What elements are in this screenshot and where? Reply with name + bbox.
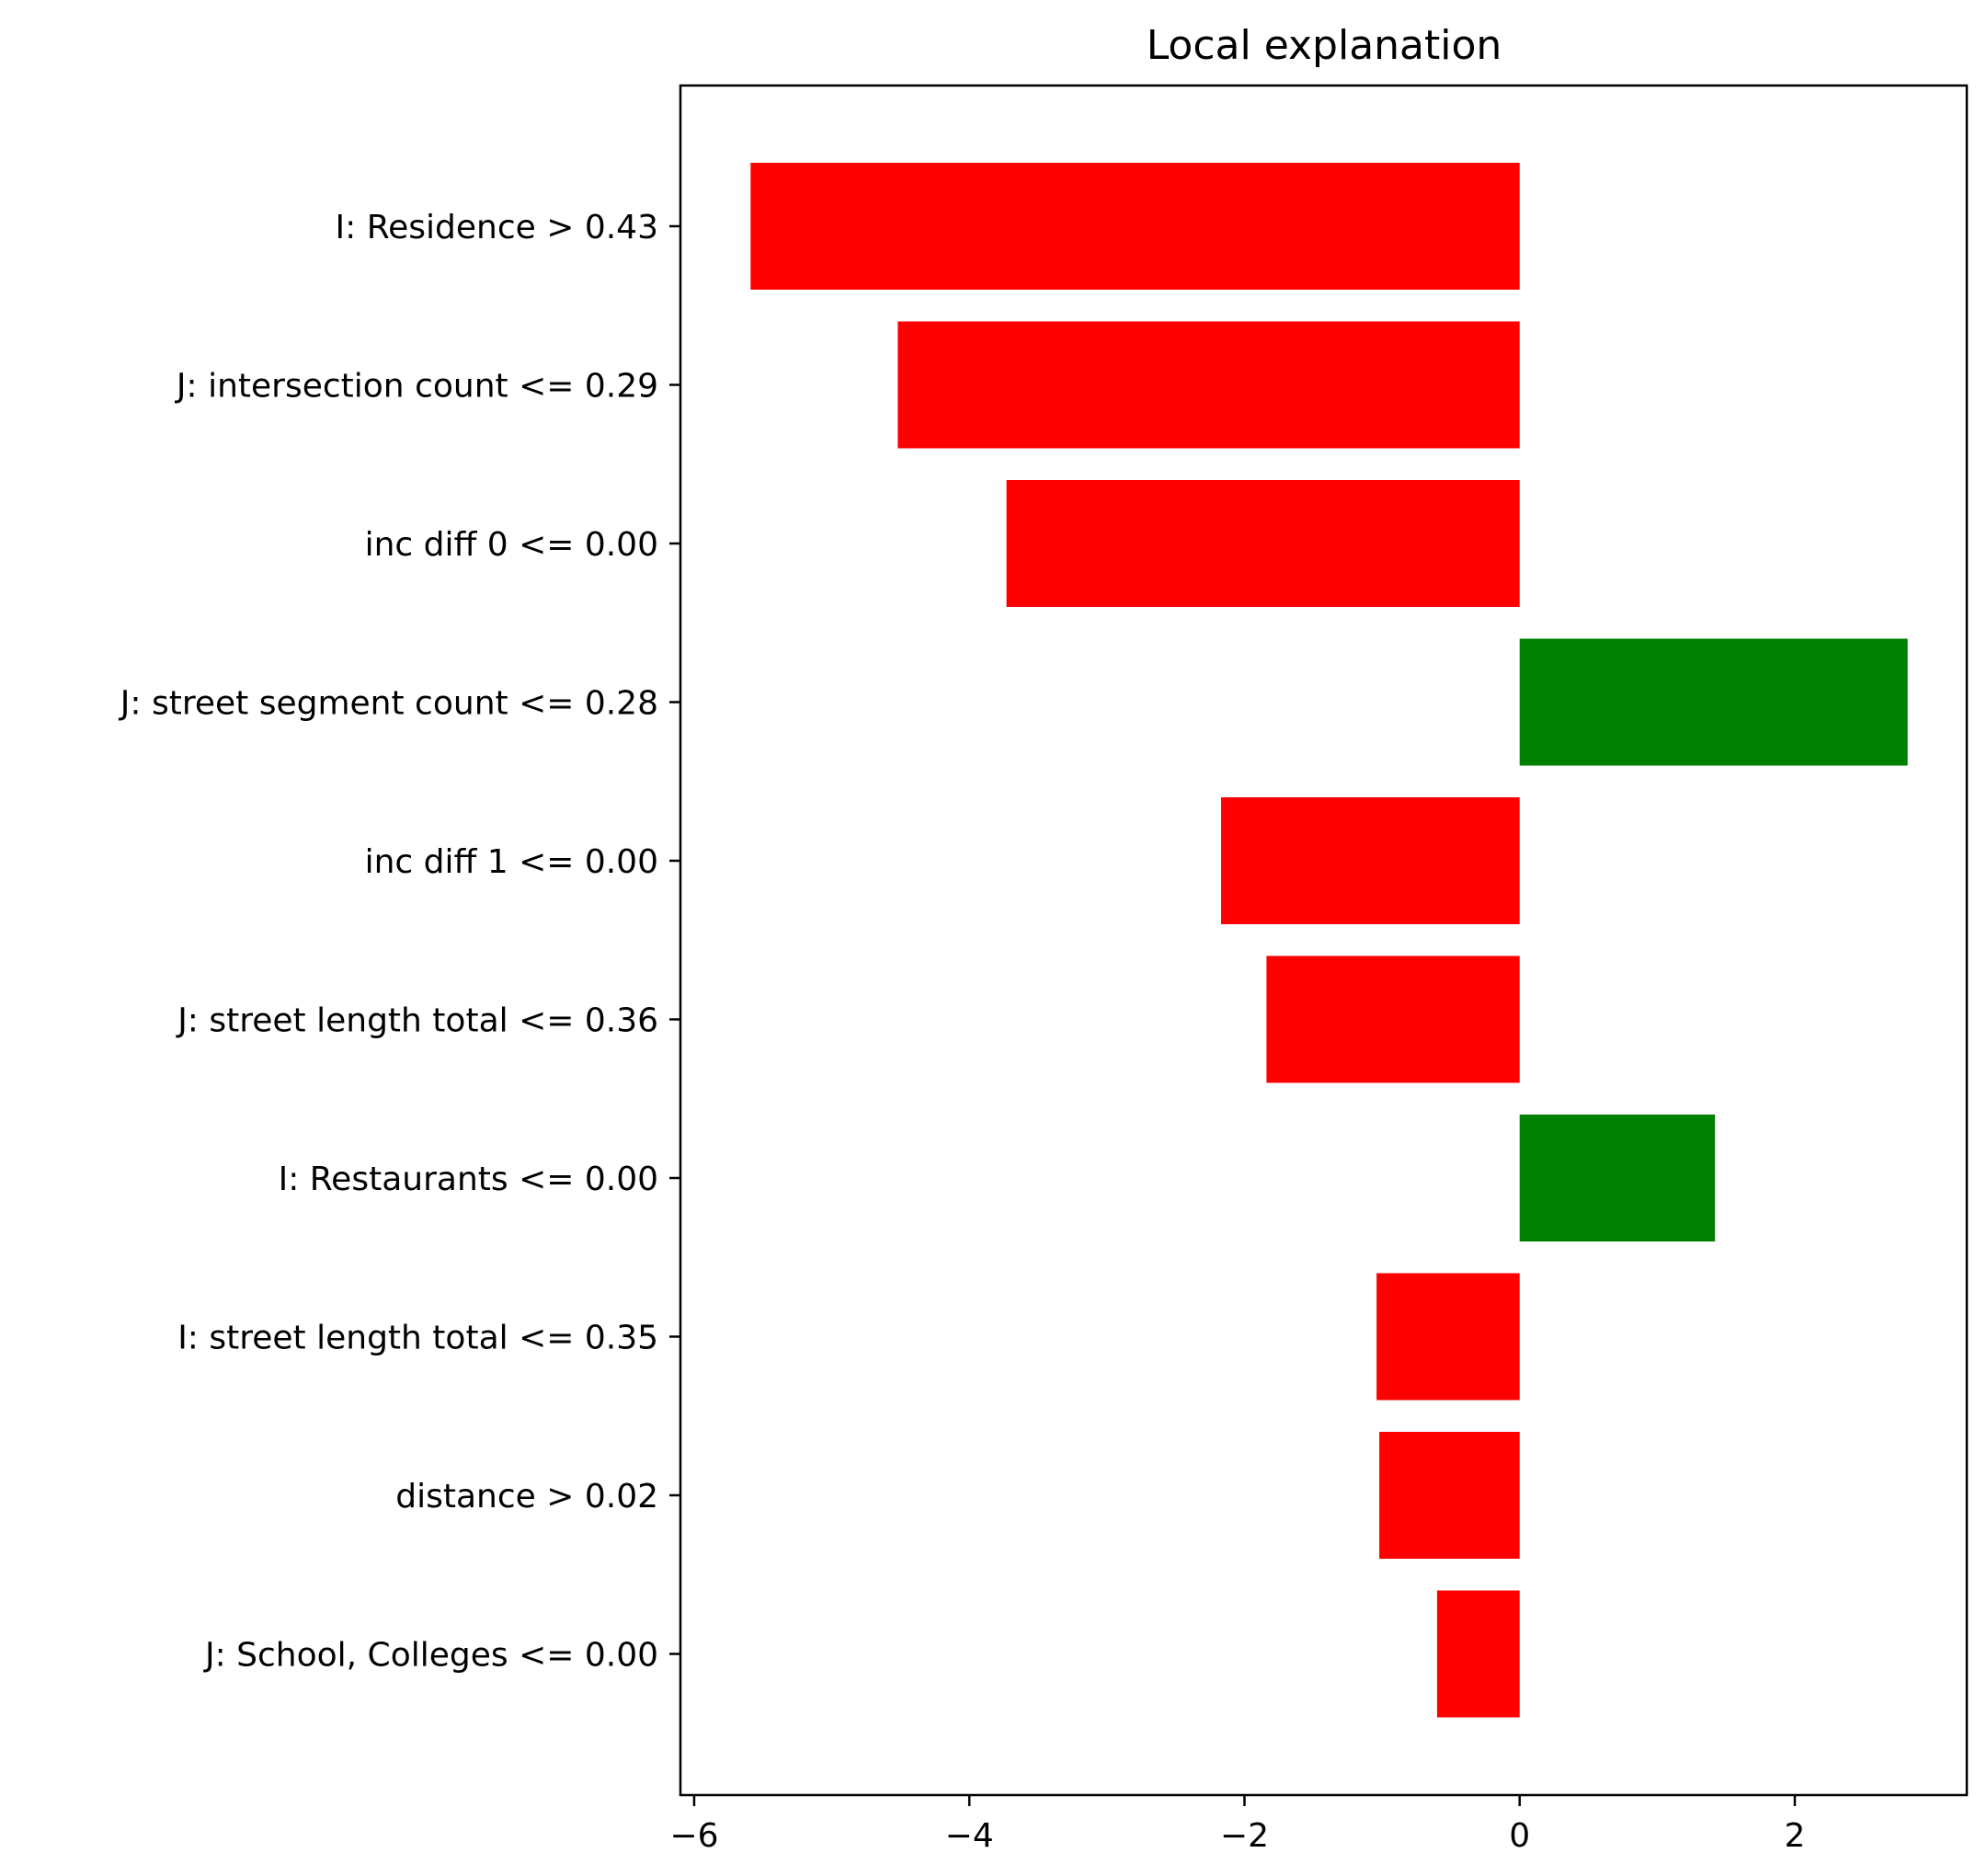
y-tick-label: J: street segment count <= 0.28 xyxy=(119,685,658,723)
y-tick-label: J: intersection count <= 0.29 xyxy=(175,368,658,406)
x-tick-label: −2 xyxy=(1220,1817,1269,1855)
chart-title: Local explanation xyxy=(1147,22,1502,69)
bar-7 xyxy=(1519,1115,1716,1241)
bar-4 xyxy=(1519,638,1908,766)
y-tick-label: I: Residence > 0.43 xyxy=(336,209,658,246)
x-tick-label: −6 xyxy=(669,1817,718,1855)
bar-8 xyxy=(1376,1273,1520,1401)
y-tick-label: inc diff 0 <= 0.00 xyxy=(365,526,658,564)
x-tick-label: 2 xyxy=(1785,1817,1806,1855)
bar-5 xyxy=(1221,797,1520,924)
bar-6 xyxy=(1266,955,1520,1083)
bar-10 xyxy=(1436,1590,1520,1718)
x-tick-label: 0 xyxy=(1509,1817,1530,1855)
bar-1 xyxy=(750,163,1520,290)
y-tick-label: distance > 0.02 xyxy=(395,1478,658,1516)
y-axis: I: Residence > 0.43 J: intersection count… xyxy=(119,209,680,1675)
bar-2 xyxy=(897,321,1520,449)
x-tick-label: −4 xyxy=(945,1817,994,1855)
x-axis: −6 −4 −2 0 2 xyxy=(669,1795,1805,1855)
bar-3 xyxy=(1006,480,1520,607)
bar-9 xyxy=(1379,1432,1520,1559)
y-tick-label: I: street length total <= 0.35 xyxy=(177,1320,658,1357)
y-tick-label: I: Restaurants <= 0.00 xyxy=(279,1161,658,1198)
y-tick-label: J: street length total <= 0.36 xyxy=(176,1002,658,1040)
bars xyxy=(750,163,1908,1718)
y-tick-label: inc diff 1 <= 0.00 xyxy=(365,843,658,881)
y-tick-label: J: School, Colleges <= 0.00 xyxy=(203,1637,658,1675)
plot-frame xyxy=(679,84,1969,1797)
